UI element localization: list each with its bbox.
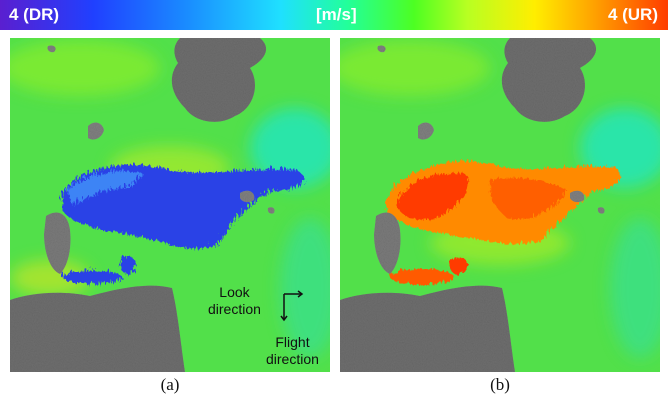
islet-c	[267, 207, 275, 214]
panel-a-image	[10, 38, 330, 372]
panel-b-map	[340, 38, 660, 372]
look-label-line1: Look	[219, 284, 250, 300]
panel-a-map: Look direction Flight direction	[10, 38, 330, 372]
islet-b	[240, 190, 255, 203]
islet-b	[570, 190, 585, 203]
flight-direction-label: Flight direction	[266, 334, 319, 368]
colorbar-unit-label: [m/s]	[316, 5, 357, 24]
panel-a-caption: (a)	[160, 375, 180, 394]
islet-a	[88, 122, 104, 140]
colorbar-right-label: 4 (UR)	[607, 5, 658, 24]
islet-c	[597, 207, 605, 214]
land-masses	[10, 38, 275, 372]
island-west	[374, 212, 401, 274]
island-north	[501, 38, 597, 122]
colorbar-left-label: 4 (DR)	[9, 5, 60, 24]
direction-arrows-icon	[280, 290, 304, 322]
flight-label-line1: Flight	[275, 334, 310, 350]
islet-a	[418, 122, 434, 140]
panel-b-caption: (b)	[490, 375, 510, 394]
look-label-line2: direction	[208, 301, 261, 317]
islet-d	[47, 45, 56, 53]
land-masses	[340, 38, 605, 372]
island-north	[171, 38, 267, 122]
sea-gradient-patches	[10, 40, 330, 358]
mainland-south	[10, 285, 185, 372]
flight-label-line2: direction	[266, 351, 319, 367]
islet-d	[377, 45, 386, 53]
color-scale-bar: 4 (DR) [m/s] 4 (UR)	[0, 0, 668, 30]
downrange-current-region	[60, 162, 302, 282]
mainland-south	[340, 285, 515, 372]
island-west	[44, 212, 71, 274]
look-direction-label: Look direction	[208, 284, 261, 318]
panel-b-image	[340, 38, 660, 372]
uprange-current-region	[385, 159, 619, 283]
